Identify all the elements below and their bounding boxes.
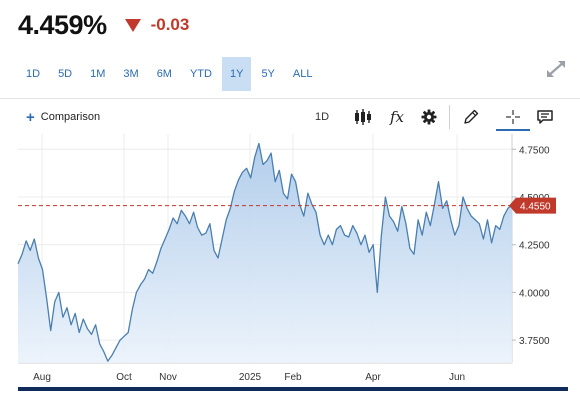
- chart-line: [17, 142, 513, 362]
- expand-icon[interactable]: [544, 58, 568, 80]
- interval-button[interactable]: 1D: [314, 111, 330, 123]
- yield-price: 4.459%: [18, 9, 107, 40]
- notes-icon[interactable]: [535, 107, 555, 127]
- current-value-badge: 4.4550: [509, 197, 556, 214]
- quote-header: 4.459% -0.03: [18, 8, 189, 42]
- comparison-button[interactable]: + Comparison: [26, 108, 101, 126]
- range-1y[interactable]: 1Y: [221, 57, 252, 91]
- crosshair-icon[interactable]: [496, 105, 530, 131]
- x-tick-label: Oct: [116, 372, 132, 383]
- pencil-icon[interactable]: [460, 107, 482, 127]
- range-1d[interactable]: 1D: [26, 68, 41, 80]
- range-all[interactable]: ALL: [292, 68, 313, 80]
- chart-toolbar: + Comparison 1D fx: [0, 98, 580, 135]
- range-1m[interactable]: 1M: [90, 68, 106, 80]
- fx-indicator-icon[interactable]: fx: [386, 107, 408, 127]
- x-tick-label: Apr: [365, 372, 381, 383]
- change-group: -0.03: [124, 15, 190, 35]
- down-arrow-icon: [124, 19, 141, 32]
- candlestick-icon[interactable]: [352, 107, 374, 127]
- chart-scrollbar[interactable]: [18, 387, 568, 391]
- comparison-label: Comparison: [40, 111, 101, 123]
- range-selector: 1D 5D 1M 3M 6M YTD 1Y 5Y ALL: [18, 57, 322, 91]
- x-tick-label: Nov: [159, 372, 177, 383]
- x-tick-label: Feb: [284, 372, 302, 383]
- x-tick-label: Jun: [449, 372, 465, 383]
- y-tick-label: 4.0000: [519, 288, 550, 299]
- range-5y[interactable]: 5Y: [261, 68, 275, 80]
- range-6m[interactable]: 6M: [156, 68, 172, 80]
- y-tick-label: 3.7500: [519, 336, 550, 347]
- fx-label: fx: [389, 108, 404, 126]
- toolbar-divider: [449, 105, 450, 129]
- y-tick-label: 4.7500: [519, 145, 550, 156]
- y-tick-label: 4.2500: [519, 241, 550, 252]
- range-3m[interactable]: 3M: [123, 68, 139, 80]
- chart-area: [18, 143, 512, 363]
- x-tick-label: Aug: [33, 372, 51, 383]
- current-value-label: 4.4550: [520, 202, 551, 213]
- price-change: -0.03: [150, 15, 190, 34]
- plus-icon: +: [26, 108, 35, 126]
- x-tick-label: 2025: [239, 372, 262, 383]
- gear-icon[interactable]: [420, 107, 438, 127]
- range-5d[interactable]: 5D: [58, 68, 73, 80]
- range-ytd[interactable]: YTD: [189, 68, 212, 80]
